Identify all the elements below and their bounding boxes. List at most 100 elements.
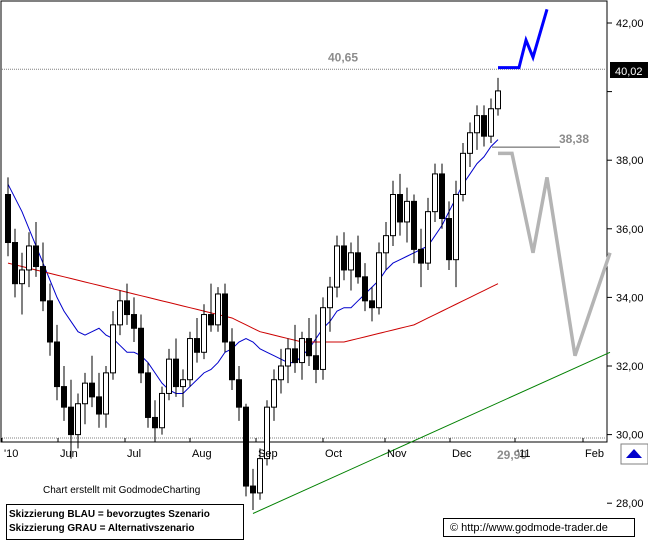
- candle-body: [243, 406, 249, 487]
- source-link[interactable]: © http://www.godmode-trader.de: [443, 518, 635, 537]
- candle-body: [292, 348, 298, 364]
- candle-body: [47, 300, 53, 343]
- candle-body: [215, 293, 221, 326]
- x-tick-label: Dec: [452, 448, 472, 460]
- plot-area: [0, 0, 608, 443]
- trendline: [252, 351, 611, 514]
- candle-body: [488, 108, 494, 137]
- candle-body: [383, 235, 389, 254]
- candle-body: [460, 152, 466, 195]
- candle-body: [362, 276, 368, 302]
- candle-body: [180, 379, 186, 388]
- x-tick-label: Aug: [192, 448, 212, 460]
- candle-body: [166, 358, 172, 394]
- candle-body: [299, 338, 305, 364]
- candle-body: [278, 365, 284, 381]
- candle-body: [26, 245, 32, 271]
- y-tick-label: 36,00: [616, 224, 644, 236]
- candle-body: [131, 314, 137, 329]
- last-price-marker: [610, 62, 648, 78]
- candle-body: [194, 338, 200, 353]
- candle-body: [306, 338, 312, 357]
- candle-body: [110, 324, 116, 374]
- level-label: 29,90: [497, 448, 527, 462]
- candle-body: [103, 372, 109, 415]
- chart-credit: Chart erstellt mit GodmodeCharting: [43, 485, 201, 496]
- candle-body: [201, 314, 207, 353]
- scenario-legend: Skizzierung BLAU = bevorzugtes Szenario …: [6, 504, 244, 540]
- x-tick-label: Nov: [387, 448, 407, 460]
- candle-body: [19, 269, 25, 285]
- y-tick-label: 28,00: [616, 498, 644, 510]
- candle-body: [334, 245, 340, 288]
- candle-body: [250, 485, 256, 494]
- candle-body: [40, 266, 46, 302]
- candle-body: [495, 90, 501, 110]
- candle-body: [173, 358, 179, 388]
- pencil-icon: [626, 449, 642, 458]
- x-tick-label: Feb: [585, 448, 604, 460]
- candle-body: [124, 300, 130, 316]
- legend-blue-scenario: Skizzierung BLAU = bevorzugtes Szenario: [9, 509, 210, 520]
- x-tick-label: '11: [517, 448, 531, 460]
- y-tick-label: 34,00: [616, 292, 644, 304]
- candle-body: [418, 248, 424, 264]
- candle-body: [229, 341, 235, 381]
- candle-body: [474, 115, 480, 134]
- x-tick-label: Oct: [325, 448, 342, 460]
- candle-body: [397, 194, 403, 223]
- candle-body: [5, 194, 11, 244]
- candle-body: [159, 392, 165, 429]
- candle-body: [369, 300, 375, 309]
- candle-body: [320, 307, 326, 370]
- moving-average-line: [7, 139, 499, 394]
- candle-body: [264, 406, 270, 460]
- candle-body: [117, 300, 123, 326]
- level-label: 40,65: [328, 50, 358, 64]
- candle-body: [33, 245, 39, 268]
- candle-body: [376, 252, 382, 309]
- candle-body: [61, 386, 67, 408]
- x-tick-label: '10: [4, 448, 18, 460]
- candle-body: [82, 382, 88, 405]
- candle-body: [152, 416, 158, 429]
- candle-body: [481, 115, 487, 137]
- candle-body: [390, 194, 396, 237]
- blue-scenario-path: [498, 8, 549, 70]
- candle-body: [425, 211, 431, 264]
- x-tick-label: Jul: [127, 448, 141, 460]
- candle-body: [341, 245, 347, 271]
- candle-body: [355, 252, 361, 278]
- moving-average-line: [7, 262, 499, 343]
- candle-body: [348, 252, 354, 271]
- candle-body: [327, 286, 333, 309]
- candle-body: [404, 200, 410, 223]
- candle-body: [68, 406, 74, 436]
- candle-body: [432, 173, 438, 213]
- candle-body: [453, 194, 459, 261]
- candle-body: [96, 396, 102, 415]
- candle-body: [257, 458, 263, 494]
- candle-body: [222, 293, 228, 343]
- candle-body: [285, 348, 291, 367]
- candle-body: [467, 132, 473, 154]
- y-tick-label: 38,00: [616, 155, 644, 167]
- candle-body: [75, 403, 81, 436]
- x-tick-label: Sep: [258, 448, 278, 460]
- candle-body: [145, 372, 151, 418]
- y-tick-label: 32,00: [616, 361, 644, 373]
- candle-body: [187, 338, 193, 381]
- candle-body: [446, 218, 452, 261]
- candle-body: [271, 379, 277, 408]
- y-tick-label: 30,00: [616, 430, 644, 442]
- candle-body: [411, 200, 417, 250]
- candle-body: [313, 355, 319, 370]
- candle-body: [89, 382, 95, 398]
- gray-scenario-path: [498, 151, 612, 357]
- level-label: 38,38: [559, 132, 589, 146]
- candle-body: [439, 173, 445, 220]
- candle-body: [12, 242, 18, 285]
- candle-body: [54, 341, 60, 388]
- candle-body: [236, 379, 242, 408]
